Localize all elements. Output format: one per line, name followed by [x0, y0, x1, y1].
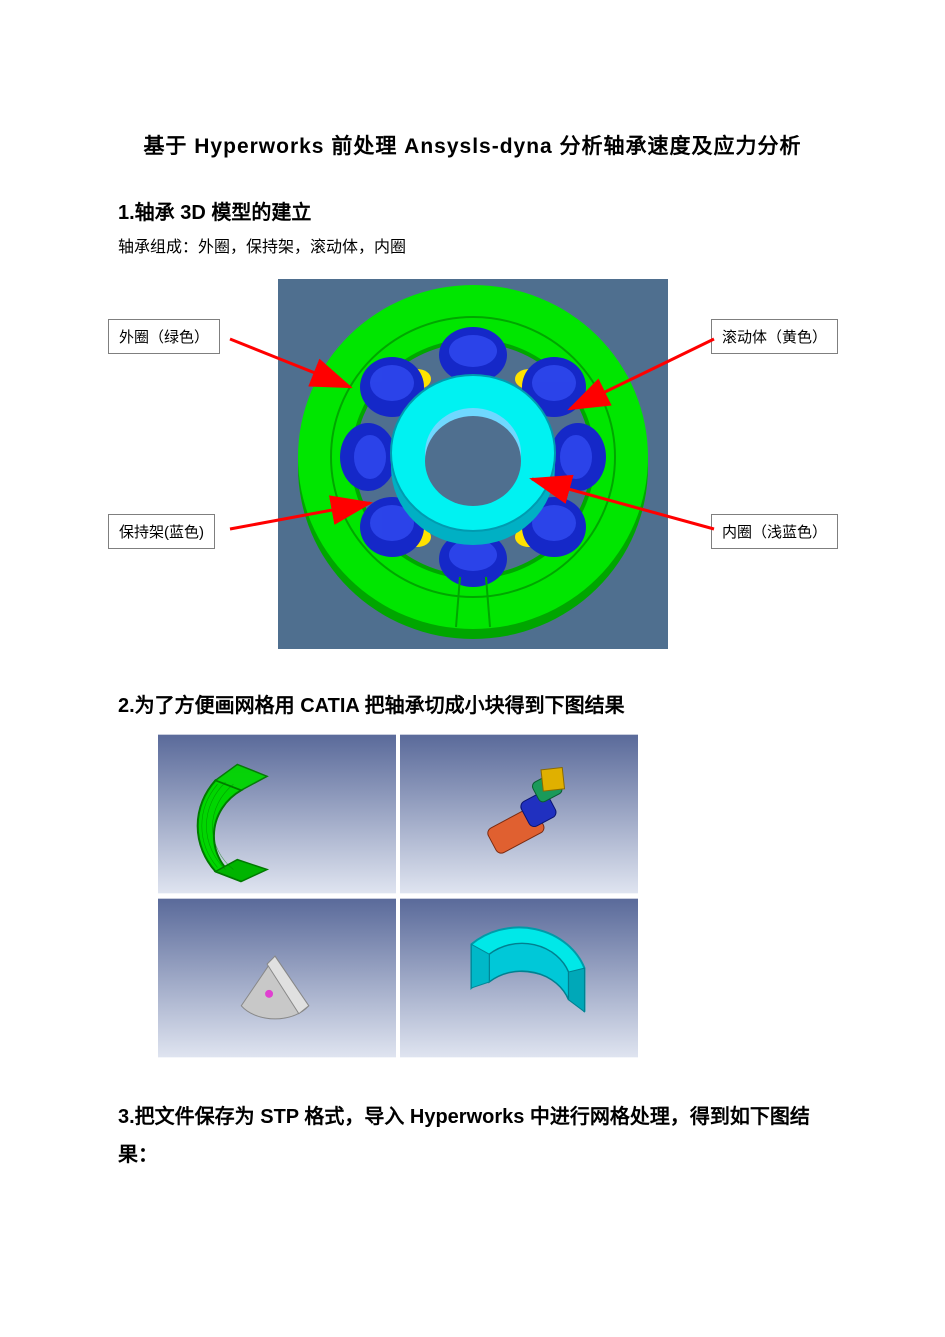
callout-inner-ring: 内圈（浅蓝色） [711, 514, 838, 549]
part-inner-ring-segment [400, 898, 638, 1058]
bearing-3d-figure [278, 279, 668, 649]
catia-parts-grid [158, 734, 638, 1058]
part-outer-ring-segment [158, 734, 396, 894]
callout-outer-ring: 外圈（绿色） [108, 319, 220, 354]
page-title: 基于 Hyperworks 前处理 Ansysls-dyna 分析轴承速度及应力… [118, 130, 827, 160]
section-1-heading: 1.轴承 3D 模型的建立 [118, 196, 827, 225]
callout-cage: 保持架(蓝色) [108, 514, 215, 549]
part-rolling-wedge [158, 898, 396, 1058]
bearing-diagram: 外圈（绿色） 滚动体（黄色） 保持架(蓝色) 内圈（浅蓝色） [118, 279, 828, 649]
section-3-heading: 3.把文件保存为 STP 格式，导入 Hyperworks 中进行网格处理，得到… [118, 1098, 827, 1174]
part-cage-segment [400, 734, 638, 894]
section-1-subtext: 轴承组成：外圈，保持架，滚动体，内圈 [118, 233, 827, 257]
section-2-heading: 2.为了方便画网格用 CATIA 把轴承切成小块得到下图结果 [118, 689, 827, 718]
callout-rolling-body: 滚动体（黄色） [711, 319, 838, 354]
